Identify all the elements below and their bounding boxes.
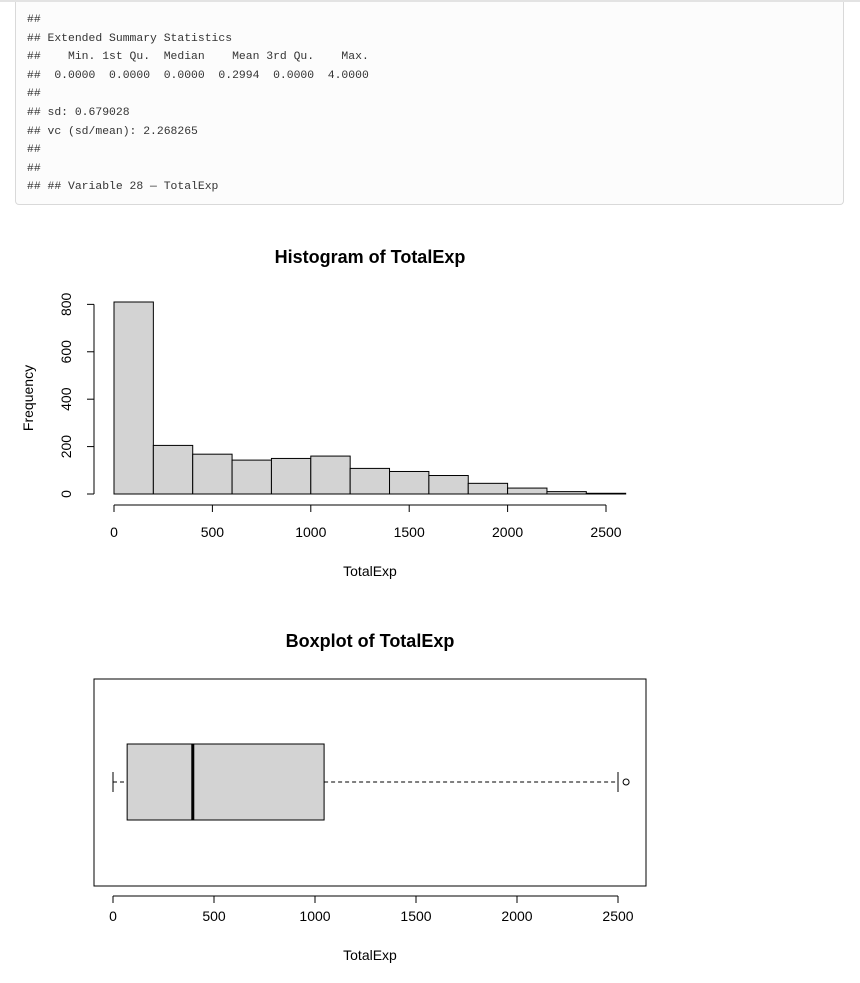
x-tick-label: 1000 — [295, 524, 326, 540]
x-tick-label: 0 — [110, 524, 118, 540]
x-tick-label: 2500 — [602, 908, 633, 924]
histogram-bar — [546, 491, 587, 495]
console-line: ## 0.0000 0.0000 0.0000 0.2994 0.0000 4.… — [27, 69, 369, 82]
console-line: ## Min. 1st Qu. Median Mean 3rd Qu. Max. — [27, 51, 369, 64]
console-line: ## ## Variable 28 — TotalExp — [27, 181, 219, 194]
x-axis-title: TotalExp — [343, 947, 397, 963]
boxplot-frame — [93, 678, 647, 887]
y-tick-label: 600 — [58, 340, 74, 364]
console-line: ## — [27, 88, 41, 101]
console-line: ## Extended Summary Statistics — [27, 32, 233, 45]
x-tick-label: 1000 — [299, 908, 330, 924]
y-tick-label: 0 — [58, 490, 74, 498]
histogram-bar — [152, 444, 194, 495]
histogram-bar — [192, 453, 233, 495]
outlier-point — [622, 778, 630, 786]
x-tick-label: 500 — [202, 908, 226, 924]
histogram-bar — [349, 467, 391, 495]
histogram-title: Histogram of TotalExp — [275, 247, 466, 267]
y-axis-title: Frequency — [20, 365, 36, 431]
histogram-bar — [389, 470, 430, 495]
console-line: ## vc (sd/mean): 2.268265 — [27, 125, 198, 138]
histogram-bar — [507, 487, 548, 495]
histogram-bar — [428, 475, 469, 495]
y-tick-label: 200 — [58, 435, 74, 459]
x-tick-label: 2500 — [590, 524, 621, 540]
boxplot-chart: Boxplot of TotalExp 0 500 1000 1500 2000 2500 T… — [93, 631, 647, 963]
histogram-bar — [113, 301, 154, 495]
console-line: ## sd: 0.679028 — [27, 106, 130, 119]
histogram-bar — [270, 457, 312, 495]
histogram-bar — [585, 492, 627, 495]
histogram-bar — [310, 455, 351, 495]
x-tick-label: 1500 — [394, 524, 425, 540]
histogram-bar — [231, 459, 272, 495]
console-line: ## — [27, 144, 41, 157]
y-tick-label: 400 — [58, 387, 74, 411]
x-tick-label: 2000 — [492, 524, 523, 540]
x-tick-label: 500 — [201, 524, 225, 540]
console-output-block: ## ## Extended Summary Statistics ## Min. … — [15, 2, 844, 205]
console-output-text: ## ## Extended Summary Statistics ## Min. … — [27, 11, 369, 197]
x-axis-title: TotalExp — [343, 563, 397, 579]
y-tick-label: 800 — [58, 292, 74, 316]
console-line: ## — [27, 162, 41, 175]
x-tick-label: 0 — [109, 908, 117, 924]
x-tick-label: 2000 — [501, 908, 532, 924]
boxplot-title: Boxplot of TotalExp — [286, 631, 455, 651]
top-divider — [0, 0, 860, 2]
histogram-bar — [467, 482, 509, 495]
x-tick-label: 1500 — [400, 908, 431, 924]
console-line: ## — [27, 14, 41, 26]
iqr-box — [126, 743, 325, 821]
